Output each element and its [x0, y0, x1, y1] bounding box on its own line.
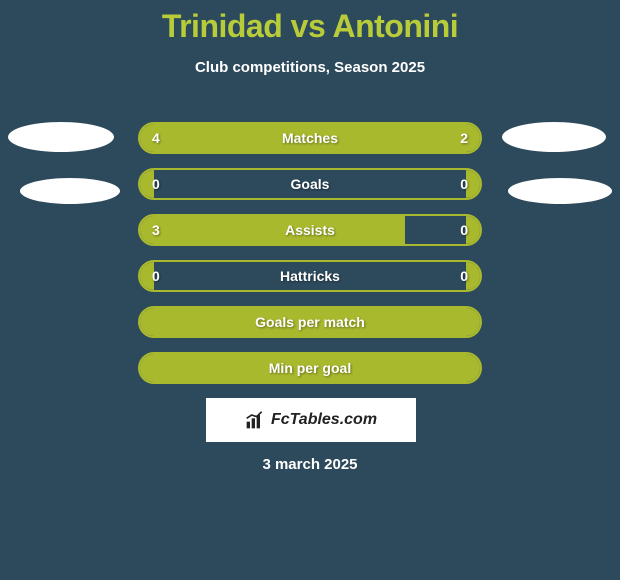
stat-label: Assists: [140, 216, 480, 244]
stat-label: Goals: [140, 170, 480, 198]
watermark: FcTables.com: [206, 398, 416, 442]
stat-label: Matches: [140, 124, 480, 152]
value-right: 0: [460, 216, 468, 244]
comparison-chart: 4 Matches 2 0 Goals 0 3 Assists 0 0 Hatt…: [138, 122, 482, 398]
stat-row-assists: 3 Assists 0: [138, 214, 482, 246]
value-right: 2: [460, 124, 468, 152]
stat-row-hattricks: 0 Hattricks 0: [138, 260, 482, 292]
team-right-logo-placeholder-2: [508, 178, 612, 204]
stat-label: Goals per match: [140, 308, 480, 336]
stat-row-min-per-goal: Min per goal: [138, 352, 482, 384]
stat-row-goals: 0 Goals 0: [138, 168, 482, 200]
watermark-text: FcTables.com: [271, 411, 377, 429]
team-left-logo-placeholder-2: [20, 178, 120, 204]
team-right-logo-placeholder-1: [502, 122, 606, 152]
stat-row-goals-per-match: Goals per match: [138, 306, 482, 338]
stat-label: Min per goal: [140, 354, 480, 382]
subtitle: Club competitions, Season 2025: [0, 59, 620, 76]
page-title: Trinidad vs Antonini: [0, 0, 620, 45]
stat-row-matches: 4 Matches 2: [138, 122, 482, 154]
value-right: 0: [460, 262, 468, 290]
chart-icon: [245, 410, 265, 430]
value-right: 0: [460, 170, 468, 198]
date-label: 3 march 2025: [0, 456, 620, 473]
stat-label: Hattricks: [140, 262, 480, 290]
team-left-logo-placeholder-1: [8, 122, 114, 152]
